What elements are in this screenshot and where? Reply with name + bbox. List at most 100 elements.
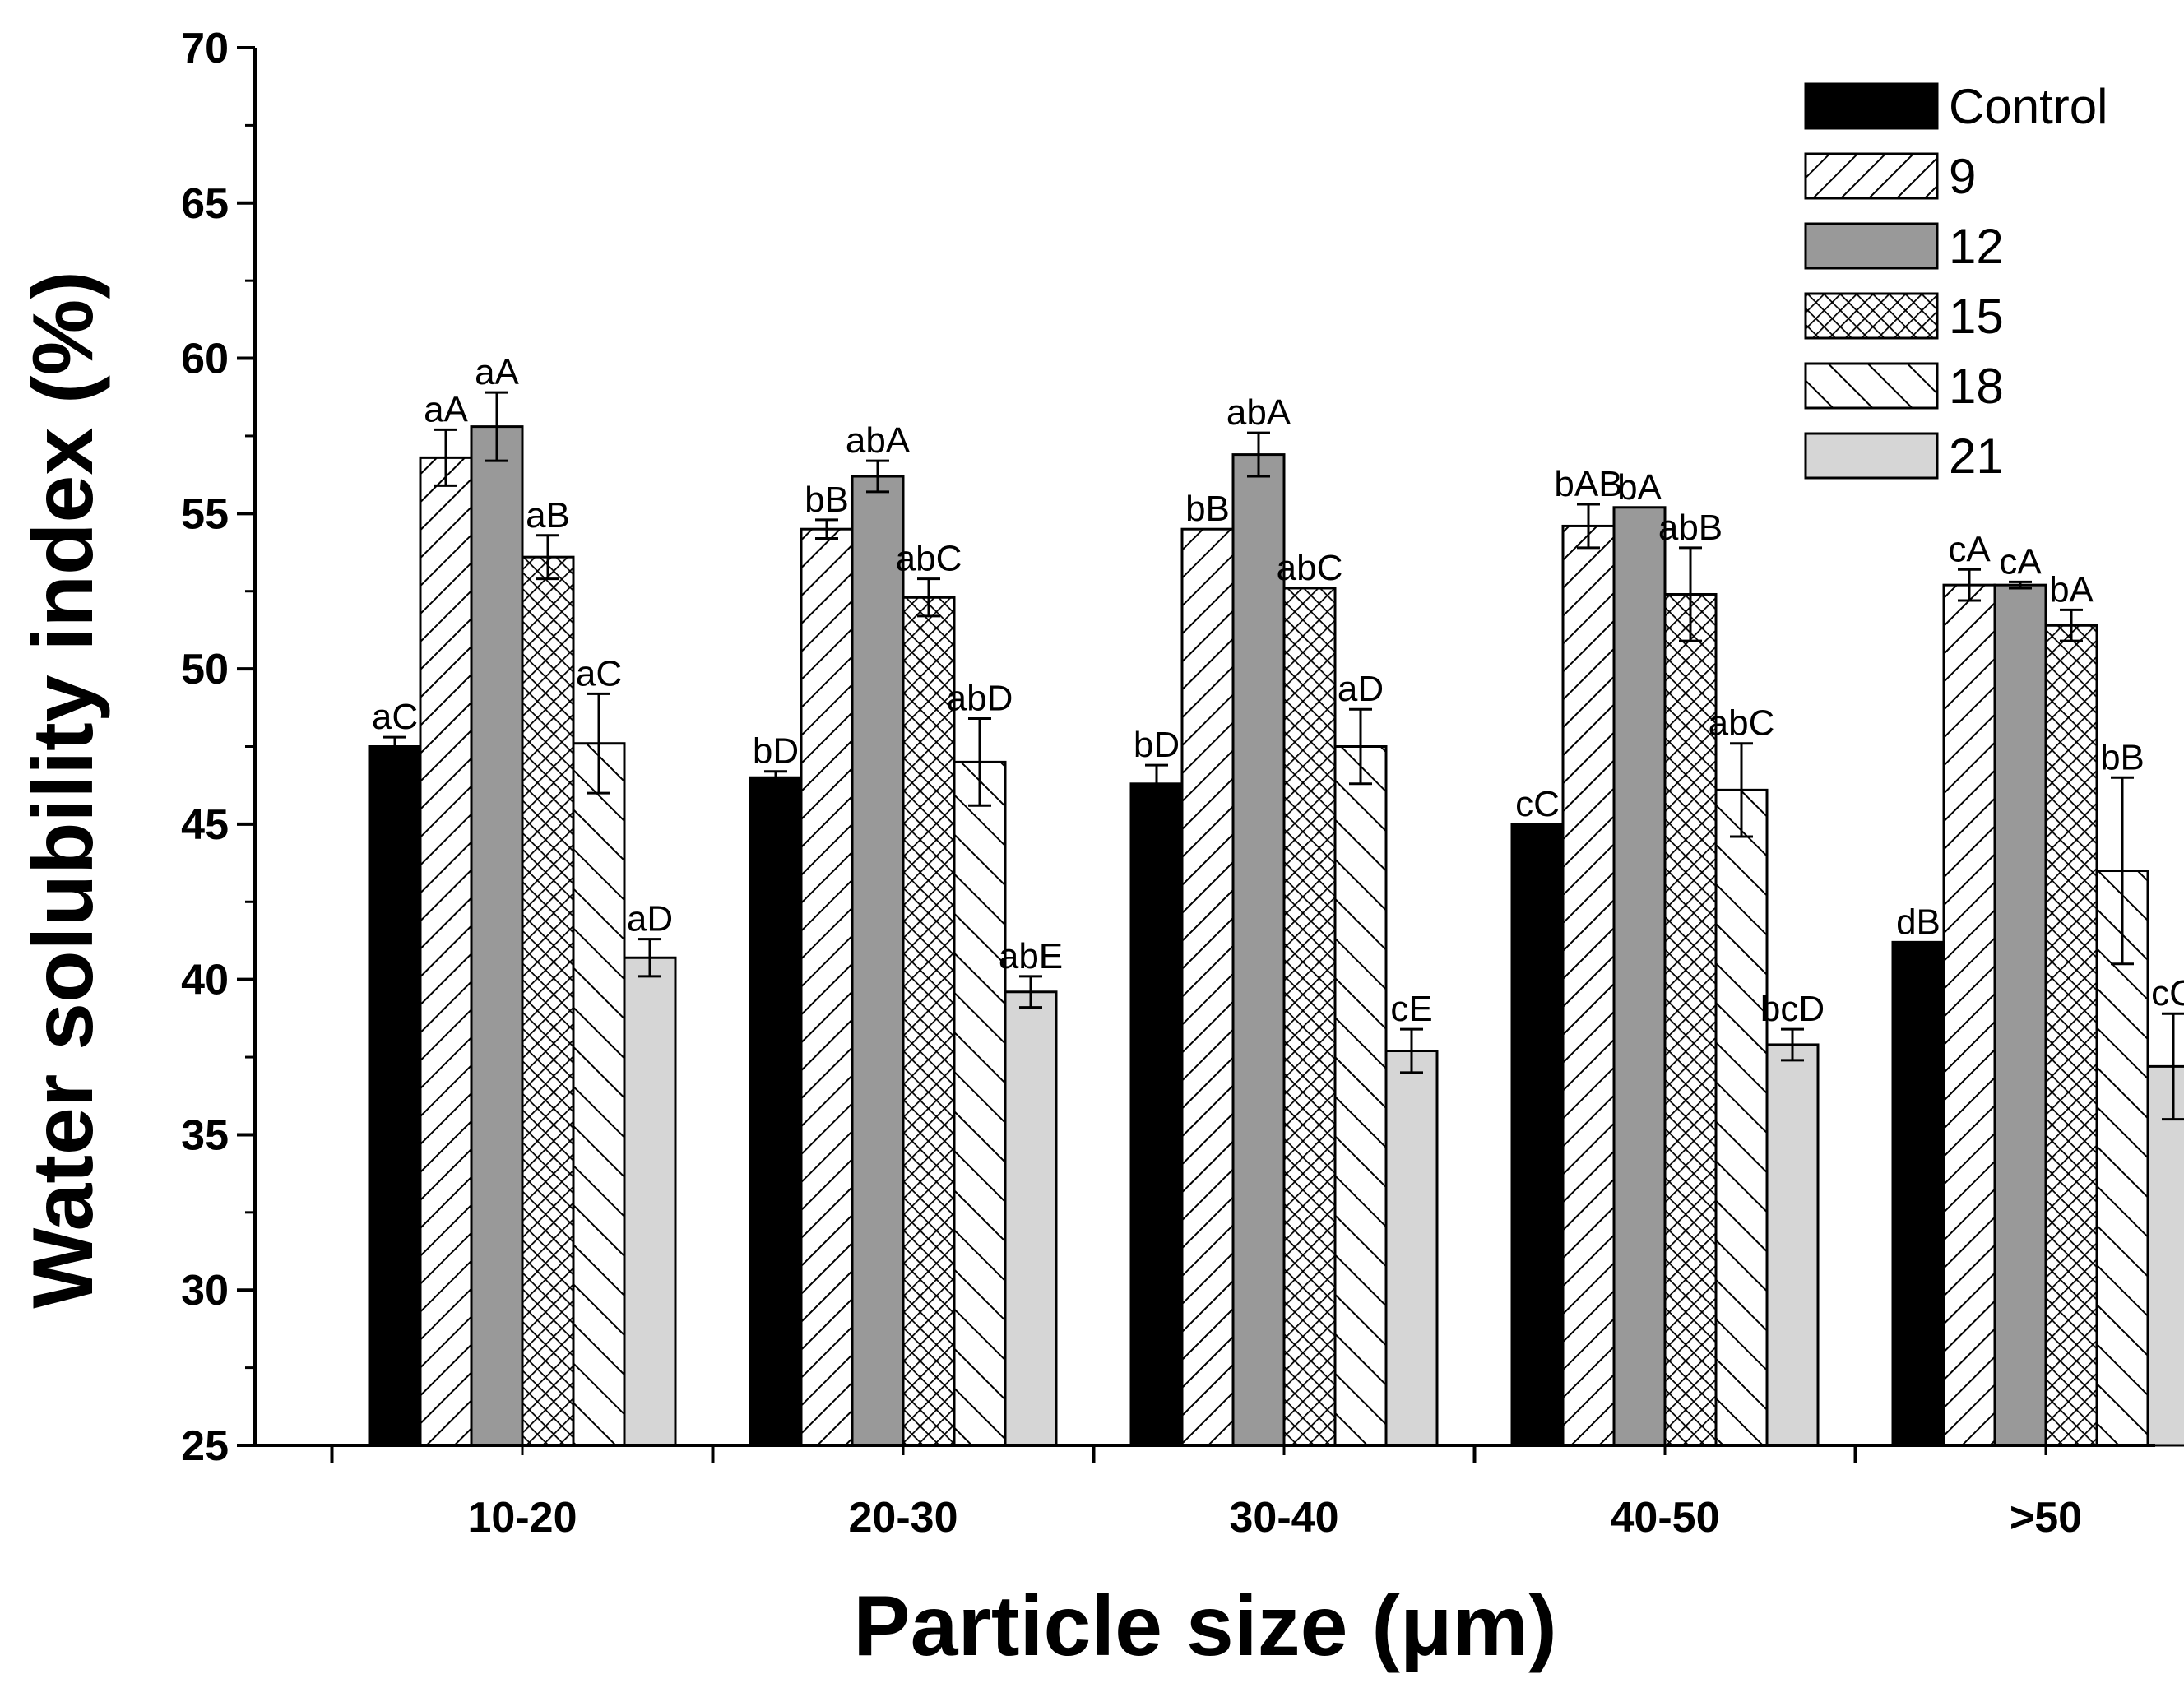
bar-18-1	[572, 742, 626, 1447]
bar-significance-label: abD	[947, 679, 1013, 719]
bar-18-5	[2095, 870, 2149, 1447]
bar-significance-label: bA	[1617, 467, 1662, 508]
error-bar	[485, 391, 508, 462]
axes: 25 30 35 40 45 50 55 60 65 70 10-20 20-30 30-40 40-50…	[181, 25, 2155, 1542]
error-bar	[1247, 431, 1270, 478]
legend-label: 18	[1949, 359, 2004, 414]
legend-swatch	[1804, 152, 1939, 200]
bar-12-4	[1612, 506, 1667, 1447]
y-tick-label: 30	[181, 1267, 229, 1315]
bar-significance-label: aD	[1338, 669, 1384, 709]
bar-significance-label: bcD	[1760, 989, 1825, 1029]
bar-significance-label: cC	[1515, 784, 1560, 824]
y-axis-title: Water solubility index (%)	[16, 271, 111, 1309]
error-bar	[968, 717, 991, 807]
error-bar	[1145, 763, 1168, 804]
error-bar	[2162, 1012, 2184, 1121]
bar-control-2	[749, 776, 803, 1447]
y-tick-label: 65	[181, 180, 229, 228]
legend-swatch	[1804, 432, 1939, 480]
bar-15-2	[902, 596, 956, 1447]
legend-label: 9	[1949, 149, 1976, 204]
bar-15-1	[521, 555, 575, 1447]
error-bar	[1349, 707, 1372, 786]
bar-significance-label: aB	[526, 495, 570, 536]
bar-significance-label: bAB	[1554, 464, 1622, 504]
bar-control-5	[1891, 940, 1945, 1447]
y-tick-label: 50	[181, 646, 229, 693]
legend-label: 15	[1949, 289, 2004, 344]
legend-swatch	[1804, 292, 1939, 340]
y-tick-label: 60	[181, 336, 229, 383]
bar-9-5	[1942, 583, 1996, 1447]
bar-12-2	[851, 475, 905, 1447]
bar-18-4	[1714, 788, 1769, 1447]
legend-label: 12	[1949, 219, 2004, 274]
bar-9-3	[1180, 527, 1235, 1447]
y-tick-label: 70	[181, 25, 229, 72]
error-bar	[815, 518, 838, 540]
x-tick-label: 30-40	[1230, 1494, 1339, 1542]
bar-significance-label: abC	[1277, 548, 1343, 588]
bar-21-4	[1765, 1043, 1820, 1447]
legend-label: Control	[1949, 79, 2107, 134]
bar-significance-label: abE	[999, 936, 1063, 976]
legend-swatch	[1804, 82, 1939, 130]
bar-21-1	[623, 956, 677, 1447]
error-bar	[383, 735, 406, 758]
plot-area	[368, 391, 2184, 1447]
y-tick-label: 45	[181, 801, 229, 849]
x-axis-title: Particle size (μm)	[853, 1579, 1557, 1674]
bar-21-2	[1004, 990, 1058, 1447]
error-bar	[1781, 1027, 1804, 1062]
bar-significance-label: aC	[372, 697, 418, 737]
y-tick-label: 55	[181, 490, 229, 538]
bar-significance-label: bB	[2100, 737, 2145, 777]
error-bar	[2009, 580, 2032, 590]
legend-item: 12	[1804, 219, 2004, 274]
legend: Control 9 12 15 18 21	[1804, 79, 2107, 484]
bar-significance-label: abB	[1658, 508, 1723, 548]
bar-12-5	[1993, 583, 2047, 1447]
x-tick-label: 10-20	[468, 1494, 577, 1542]
legend-label: 21	[1949, 429, 2004, 484]
bar-9-2	[800, 527, 854, 1447]
bar-18-3	[1333, 745, 1388, 1447]
error-bar	[587, 692, 610, 795]
bar-significance-label: bD	[753, 731, 799, 772]
bar-significance-label: abA	[1226, 392, 1291, 433]
y-tick-label: 35	[181, 1111, 229, 1159]
error-bar	[917, 577, 940, 618]
error-bar	[866, 459, 889, 494]
error-bar	[638, 938, 661, 978]
legend-item: 15	[1804, 289, 2004, 344]
error-bar	[1730, 742, 1753, 838]
bar-significance-label: aA	[475, 352, 519, 392]
error-bar	[1019, 975, 1042, 1009]
error-bar	[1679, 546, 1702, 642]
bar-significance-label: aD	[627, 899, 673, 939]
bar-15-3	[1282, 587, 1337, 1447]
bar-significance-label: aC	[576, 653, 622, 693]
bar-18-2	[953, 760, 1007, 1447]
bar-21-5	[2146, 1064, 2184, 1447]
bar-significance-label: bD	[1134, 725, 1180, 765]
x-tick-label: 40-50	[1611, 1494, 1720, 1542]
bar-significance-label: dB	[1896, 902, 1941, 942]
bar-significance-label: abC	[1709, 703, 1775, 744]
bar-significance-label: bA	[2049, 569, 2094, 610]
legend-item: Control	[1804, 79, 2107, 134]
bar-21-3	[1384, 1050, 1439, 1447]
bar-significance-label: bB	[1185, 489, 1230, 529]
bar-significance-label: cE	[1390, 989, 1432, 1029]
error-bar	[2111, 776, 2134, 966]
legend-item: 9	[1804, 149, 1976, 204]
error-bar	[1400, 1027, 1423, 1074]
bar-12-1	[470, 425, 524, 1447]
bar-significance-label: abA	[846, 420, 911, 461]
error-bar	[1958, 568, 1981, 602]
bar-significance-label: cA	[1999, 541, 2042, 582]
x-tick-label: 20-30	[849, 1494, 958, 1542]
bar-significance-label: cA	[1948, 529, 1991, 569]
